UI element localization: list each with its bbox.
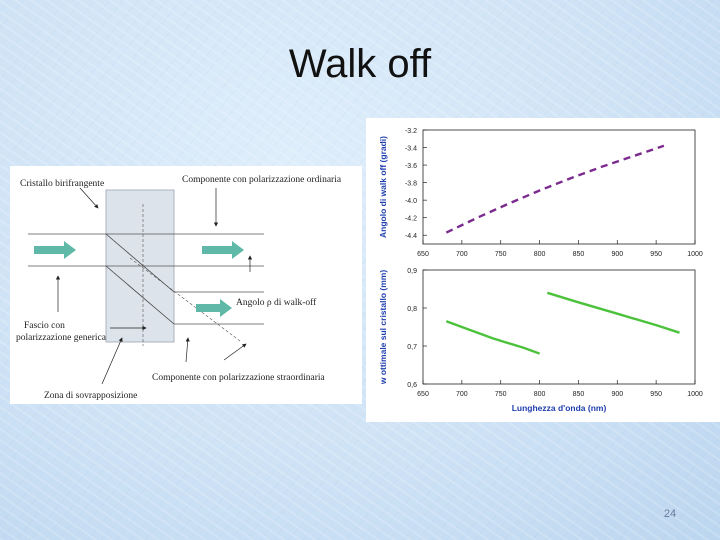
walkoff-diagram-panel: Cristallo birifrangente Componente con p… [10, 166, 362, 404]
y-tick-label: -3.8 [405, 181, 417, 188]
x-axis-label: Lunghezza d'onda (nm) [512, 403, 607, 413]
pointer-crystal [79, 187, 99, 209]
series-line-1 [445, 320, 541, 355]
pointer-walkoff-angle [185, 337, 190, 363]
x-tick-label: 650 [417, 391, 429, 398]
label-crystal: Cristallo birifrangente [20, 178, 104, 189]
y-tick-label: 0,6 [407, 382, 417, 389]
label-overlap: Zona di sovrapposizione [44, 391, 137, 401]
x-tick-label: 1000 [687, 391, 703, 398]
x-tick-label: 900 [611, 391, 623, 398]
series-line-1 [445, 144, 665, 234]
x-tick-label: 700 [456, 391, 468, 398]
walkoff-beam-lower [105, 265, 175, 325]
label-input-beam-2: polarizzazione generica [16, 333, 107, 343]
y-tick-label: 0,7 [407, 344, 417, 351]
x-tick-label: 850 [573, 391, 585, 398]
pointer-extraordinary [223, 343, 247, 361]
y-tick-label: -4.2 [405, 216, 417, 223]
y-tick-label: -3.4 [405, 146, 417, 153]
x-tick-label: 950 [650, 251, 662, 258]
x-tick-label: 850 [573, 251, 585, 258]
charts-panel: -3.2 -3.4 -3.6 -3.8 -4.0 -4.2 -4.4 650 700 750 800… [366, 118, 720, 422]
pointer-overlap [101, 337, 123, 385]
y-tick-label: 0,9 [407, 268, 417, 275]
series-line-2 [546, 291, 680, 334]
chart-frame [422, 129, 696, 245]
slide-title: Walk off [288, 42, 432, 86]
y-tick-label: -3.6 [405, 163, 417, 170]
x-tick-label: 650 [417, 251, 429, 258]
x-tick-label: 750 [495, 391, 507, 398]
walkoff-charts: -3.2 -3.4 -3.6 -3.8 -4.0 -4.2 -4.4 650 700 750 800… [378, 128, 703, 413]
extraordinary-beam-arrow [196, 299, 232, 317]
x-tick-label: 950 [650, 391, 662, 398]
beam-arrows [34, 241, 244, 317]
ordinary-beam-arrow [202, 241, 244, 259]
label-input-beam-1: Fascio con [24, 321, 65, 331]
x-tick-label: 1000 [687, 251, 703, 258]
y-tick-label: -4.0 [405, 198, 417, 205]
y-axis-label: Angolo di walk off (gradi) [378, 136, 388, 238]
x-tick-label: 800 [534, 251, 546, 258]
label-walkoff-angle: Angolo ρ di walk-off [236, 297, 317, 308]
y-tick-label: -4.4 [405, 233, 417, 240]
walkoff-diagram: Cristallo birifrangente Componente con p… [16, 175, 342, 401]
y-axis-label: w ottimale sul cristallo (mm) [378, 270, 388, 385]
chart-frame [422, 269, 696, 385]
label-ordinary: Componente con polarizzazione ordinaria [182, 175, 342, 185]
x-tick-label: 800 [534, 391, 546, 398]
label-extraordinary: Componente con polarizzazione straordina… [152, 373, 326, 383]
page-number: 24 [663, 508, 677, 520]
input-beam-arrow [34, 241, 76, 259]
y-tick-label: -3.2 [405, 128, 417, 135]
x-tick-label: 750 [495, 251, 507, 258]
chart-1: -3.2 -3.4 -3.6 -3.8 -4.0 -4.2 -4.4 650 700 750 800… [378, 128, 703, 258]
walkoff-reference-dashed [129, 257, 241, 342]
x-tick-label: 700 [456, 251, 468, 258]
y-tick-label: 0,8 [407, 306, 417, 313]
x-tick-label: 900 [611, 251, 623, 258]
